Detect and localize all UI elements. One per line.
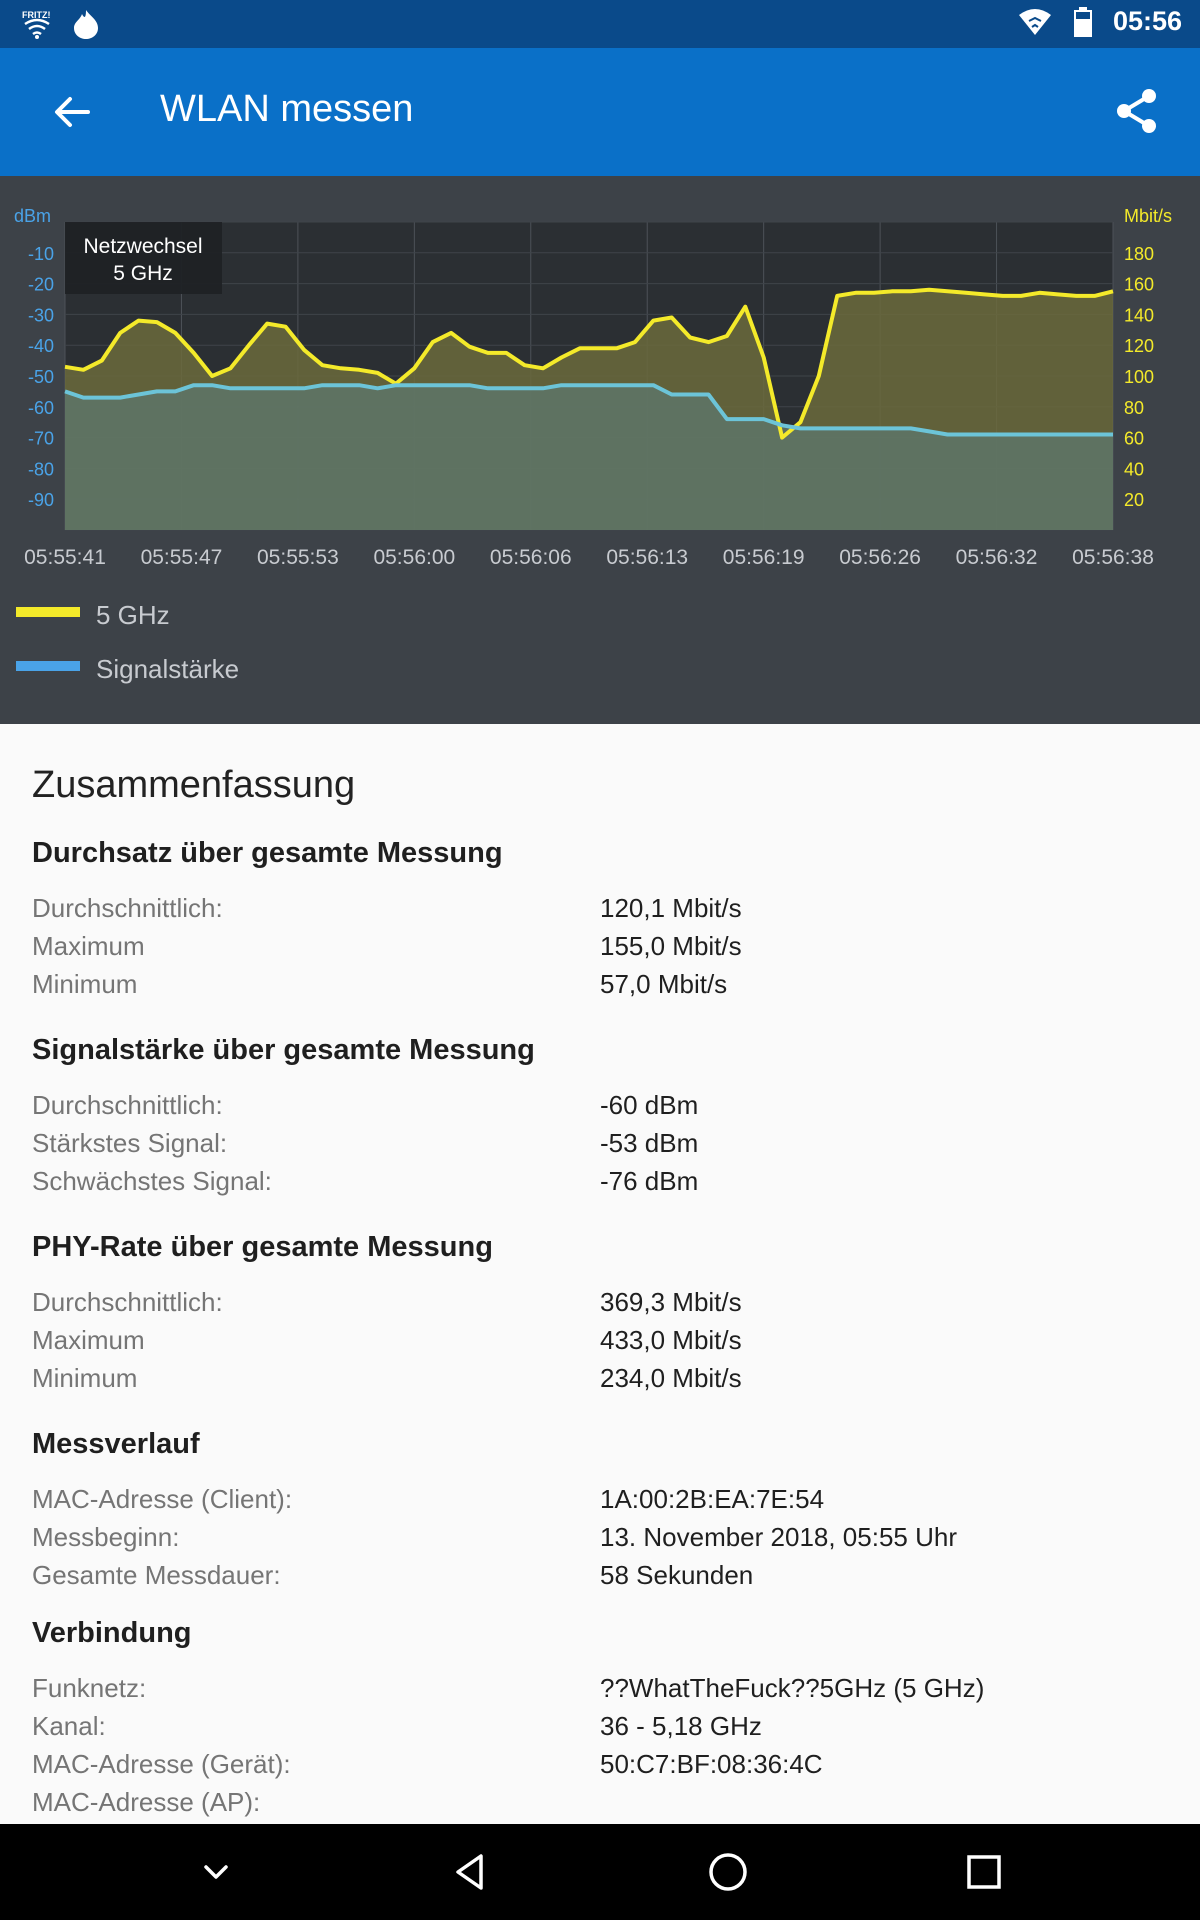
status-bar: FRITZ! 05:56: [0, 0, 1200, 48]
row-value: -60 dBm: [600, 1090, 699, 1120]
app-bar: WLAN messen: [0, 48, 1200, 176]
page-title: WLAN messen: [160, 88, 414, 130]
row-label: MAC-Adresse (Client):: [32, 1484, 293, 1514]
row-label: Stärkstes Signal:: [32, 1128, 228, 1158]
row-label: Durchschnittlich:: [32, 893, 223, 923]
right-tick-label: 80: [1124, 398, 1144, 418]
row-label: Durchschnittlich:: [32, 1287, 223, 1317]
chevron-down-icon[interactable]: [192, 1848, 240, 1896]
flame-icon: [74, 10, 98, 39]
row-value: 120,1 Mbit/s: [600, 893, 742, 923]
wifi-signal-icon: [1018, 8, 1051, 35]
tooltip-text: Netzwechsel: [83, 235, 202, 258]
summary-title: Zusammenfassung: [32, 764, 356, 806]
row-label: Durchschnittlich:: [32, 1090, 223, 1120]
arrow-left-icon[interactable]: [52, 92, 92, 132]
left-tick-label: -90: [28, 490, 54, 510]
throughput-signal-chart: dBm Mbit/s -10 -20 -30 -40 -50 -60 -70 -80 -90 180 1…: [14, 206, 1172, 569]
left-tick-label: -20: [28, 275, 54, 295]
right-tick-label: 120: [1124, 336, 1154, 356]
legend-label-signal: Signalstärke: [96, 654, 240, 684]
row-label: Minimum: [32, 969, 138, 999]
series-line-signalstaerke: [64, 383, 1113, 437]
left-tick-label: -70: [28, 429, 54, 449]
x-tick-label: 05:56:38: [1072, 546, 1154, 569]
row-label: Schwächstes Signal:: [32, 1166, 272, 1196]
right-tick-label: 20: [1124, 490, 1144, 510]
series-line-5ghz: [64, 287, 1114, 440]
right-axis-unit: Mbit/s: [1124, 206, 1172, 226]
section-heading: Signalstärke über gesamte Messung: [32, 1034, 535, 1066]
row-label: MAC-Adresse (Gerät):: [32, 1749, 291, 1779]
status-time: 05:56: [1112, 6, 1182, 36]
row-value: 234,0 Mbit/s: [600, 1363, 742, 1393]
row-value: 50:C7:BF:08:36:4C: [600, 1749, 823, 1779]
svg-text:FRITZ!: FRITZ!: [22, 10, 51, 20]
share-icon[interactable]: [1114, 88, 1160, 134]
section-heading: PHY-Rate über gesamte Messung: [32, 1231, 493, 1263]
battery-icon: [1073, 6, 1092, 37]
x-tick-label: 05:56:06: [490, 546, 572, 569]
x-tick-label: 05:55:41: [24, 546, 106, 569]
x-tick-label: 05:56:00: [373, 546, 455, 569]
right-tick-label: 160: [1124, 275, 1154, 295]
row-value: 433,0 Mbit/s: [600, 1325, 742, 1355]
row-label: Minimum: [32, 1363, 138, 1393]
x-tick-label: 05:55:47: [141, 546, 223, 569]
legend-swatch-5ghz: [16, 607, 80, 617]
x-tick-label: 05:56:32: [956, 546, 1038, 569]
tooltip-text: 5 GHz: [113, 262, 173, 285]
x-tick-label: 05:56:26: [839, 546, 921, 569]
left-tick-label: -30: [28, 305, 54, 325]
right-tick-label: 100: [1124, 367, 1154, 387]
row-label: Maximum: [32, 1325, 145, 1355]
row-value: 57,0 Mbit/s: [600, 969, 728, 999]
left-tick-label: -50: [28, 367, 54, 387]
x-tick-label: 05:55:53: [257, 546, 339, 569]
summary-panel: Zusammenfassung Durchsatz über gesamte M…: [0, 724, 1200, 1824]
row-value: 13. November 2018, 05:55 Uhr: [600, 1522, 957, 1552]
row-value: 1A:00:2B:EA:7E:54: [600, 1484, 825, 1514]
fritz-wifi-icon: FRITZ!: [22, 10, 51, 39]
section-heading: Durchsatz über gesamte Messung: [32, 837, 503, 869]
navigation-bar: [0, 1824, 1200, 1920]
row-label: Kanal:: [32, 1711, 106, 1741]
row-value: -76 dBm: [600, 1166, 699, 1196]
row-value: 36 - 5,18 GHz: [600, 1711, 762, 1741]
tooltip-box: [65, 222, 222, 294]
row-label: Funknetz:: [32, 1673, 147, 1703]
row-label: MAC-Adresse (AP):: [32, 1787, 261, 1817]
row-value: 369,3 Mbit/s: [600, 1287, 742, 1317]
row-value: 155,0 Mbit/s: [600, 931, 742, 961]
back-triangle-icon[interactable]: [448, 1848, 496, 1896]
row-label: Messbeginn:: [32, 1522, 180, 1552]
row-value: 58 Sekunden: [600, 1560, 754, 1590]
left-tick-label: -80: [28, 459, 54, 479]
left-tick-label: -10: [28, 244, 54, 264]
section-heading: Messverlauf: [32, 1428, 200, 1460]
recents-square-icon[interactable]: [960, 1848, 1008, 1896]
row-label: Maximum: [32, 931, 145, 961]
section-heading: Verbindung: [32, 1617, 192, 1649]
chart-panel: dBm Mbit/s -10 -20 -30 -40 -50 -60 -70 -80 -90 180 1…: [0, 176, 1200, 724]
area-signalstaerke: [65, 385, 1113, 530]
x-tick-label: 05:56:19: [723, 546, 805, 569]
x-tick-label: 05:56:13: [606, 546, 688, 569]
left-axis-unit: dBm: [14, 206, 51, 226]
right-tick-label: 60: [1124, 429, 1144, 449]
left-tick-label: -40: [28, 336, 54, 356]
right-tick-label: 180: [1124, 244, 1154, 264]
right-tick-label: 140: [1124, 305, 1154, 325]
row-value: -53 dBm: [600, 1128, 699, 1158]
row-value: ??WhatTheFuck??5GHz (5 GHz): [600, 1673, 985, 1703]
right-tick-label: 40: [1124, 459, 1144, 479]
home-circle-icon[interactable]: [704, 1848, 752, 1896]
legend-label-5ghz: 5 GHz: [96, 600, 170, 630]
row-label: Gesamte Messdauer:: [32, 1560, 281, 1590]
left-tick-label: -60: [28, 398, 54, 418]
legend-swatch-signal: [16, 661, 80, 671]
